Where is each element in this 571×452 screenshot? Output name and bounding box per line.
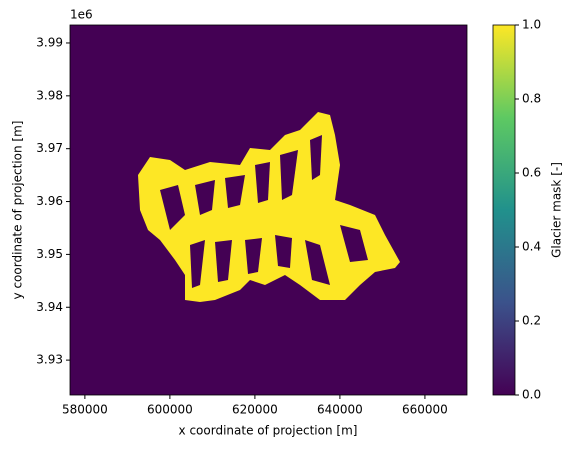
y-axis-label: y coordinate of projection [m] [11, 121, 25, 300]
glacier-mask [138, 112, 400, 302]
colorbar-tick-label: 1.0 [522, 18, 541, 32]
glacier-shape [138, 112, 400, 302]
x-tick-label: 600000 [147, 403, 193, 417]
y-tick-label: 3.96 [36, 194, 63, 208]
y-tick-label: 3.99 [36, 35, 63, 49]
x-tick-label: 580000 [62, 403, 108, 417]
y-tick-label: 3.97 [36, 141, 63, 155]
x-tick-label: 620000 [232, 403, 278, 417]
colorbar-tick-label: 0.6 [522, 166, 541, 180]
colorbar-tick-label: 0.8 [522, 92, 541, 106]
y-tick-label: 3.94 [36, 300, 63, 314]
glacier-gaps [160, 135, 368, 288]
colorbar-tick-label: 0.2 [522, 314, 541, 328]
x-tick-label: 660000 [402, 403, 448, 417]
y-tick-label: 3.98 [36, 88, 63, 102]
y-tick-label: 3.93 [36, 353, 63, 367]
colorbar [493, 25, 515, 395]
colorbar-label: Glacier mask [-] [550, 162, 564, 258]
x-tick-label: 640000 [317, 403, 363, 417]
plot-frame [69, 24, 468, 396]
y-offset-text: 1e6 [70, 8, 93, 22]
x-axis-label: x coordinate of projection [m] [179, 424, 358, 438]
colorbar-tick-label: 0.0 [522, 388, 541, 402]
colorbar-tick-label: 0.4 [522, 240, 541, 254]
y-tick-label: 3.95 [36, 247, 63, 261]
colorbar-frame [492, 24, 516, 396]
